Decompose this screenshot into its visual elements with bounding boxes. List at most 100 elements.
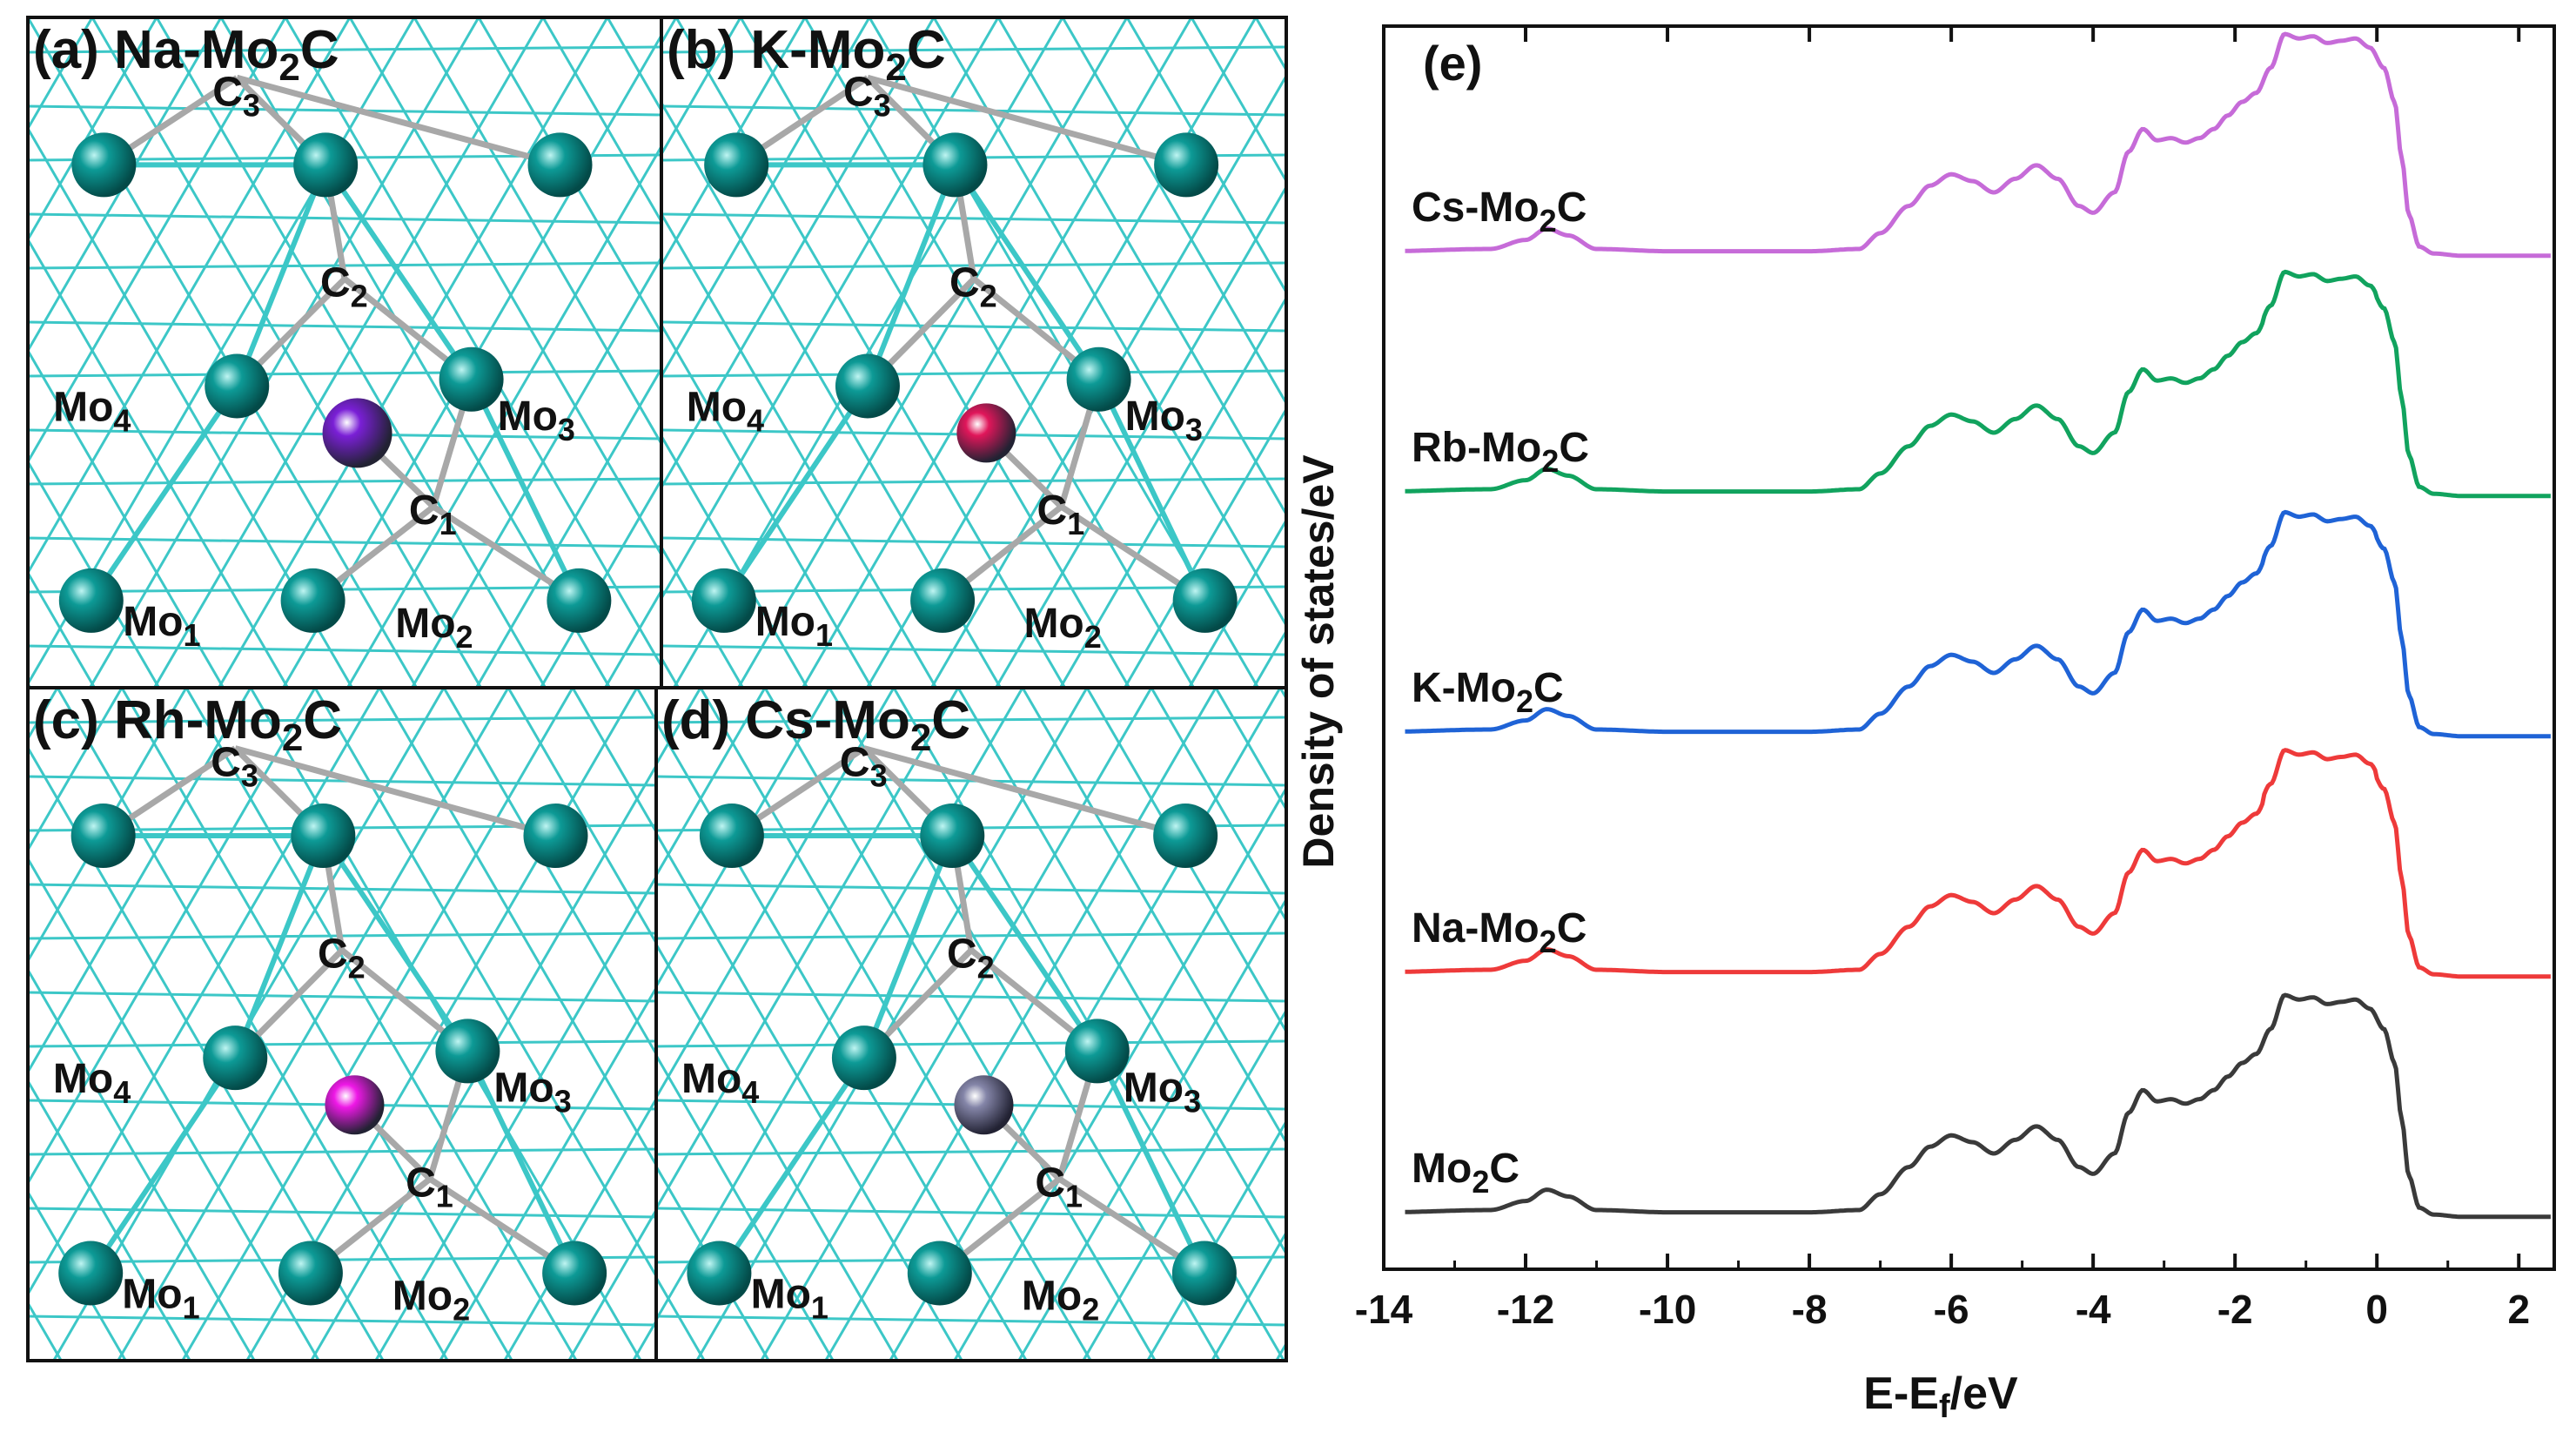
dopant-atom xyxy=(322,398,392,468)
lattice-line xyxy=(28,856,320,1361)
lattice-line xyxy=(28,212,661,225)
lattice-line xyxy=(661,45,1286,54)
carbon-bond xyxy=(234,745,557,839)
lattice-line xyxy=(1017,897,1286,1361)
lattice-line xyxy=(656,830,963,1361)
atom-label-index: 2 xyxy=(1082,1292,1099,1328)
x-tick-label: 0 xyxy=(2365,1287,2388,1332)
atom-label-mo3: Mo3 xyxy=(1124,1065,1201,1119)
mo-bond xyxy=(1095,1050,1207,1274)
lattice-line xyxy=(1188,517,1286,688)
lattice-line xyxy=(760,688,1153,1361)
dos-series-label: Rb-Mo2C xyxy=(1412,425,1589,479)
atom-label-element: C xyxy=(212,69,243,115)
panel-title-main: (c) Rh-Mo xyxy=(33,690,282,750)
dopant-atom xyxy=(954,1075,1014,1135)
lattice-line xyxy=(374,874,656,1361)
lattice-line xyxy=(439,985,656,1361)
atom-label-element: C xyxy=(949,259,980,306)
chart-panel-label: (e) xyxy=(1423,36,1482,91)
lattice-line xyxy=(995,184,1286,688)
mo-atom xyxy=(922,132,988,198)
atom-label-element: Mo xyxy=(1022,1274,1082,1320)
lattice-line xyxy=(28,104,661,117)
lattice-line xyxy=(28,688,188,964)
lattice-line xyxy=(656,716,1286,724)
mo-atom xyxy=(523,804,588,869)
atom-label-element: Mo xyxy=(1023,601,1083,647)
atom-label-c2: C2 xyxy=(949,259,997,313)
y-axis-label: Density of states/eV xyxy=(1294,454,1343,869)
atom-label-element: C xyxy=(840,740,870,786)
dos-series-0 xyxy=(1405,992,2551,1220)
atom-label-mo1: Mo1 xyxy=(122,1272,199,1326)
dos-series-label: K-Mo2C xyxy=(1412,665,1564,719)
dos-series-4 xyxy=(1405,31,2551,259)
series-label-sub: 2 xyxy=(1540,203,1557,239)
panel-title-a: (a) Na-Mo2C xyxy=(33,20,339,89)
mo-bond xyxy=(865,164,958,387)
panel-title-c: (c) Rh-Mo2C xyxy=(33,690,342,759)
lattice-line xyxy=(28,45,661,54)
atom-label-mo3: Mo3 xyxy=(1125,393,1203,447)
mo-atom xyxy=(831,1025,896,1091)
atom-label-mo4: Mo4 xyxy=(53,385,131,439)
atom-label-element: C xyxy=(409,488,439,534)
series-label-suffix: C xyxy=(1559,425,1589,471)
lattice-line xyxy=(661,211,937,688)
atom-label-index: 4 xyxy=(113,1074,131,1110)
lattice-line xyxy=(28,1315,656,1327)
mo-atom xyxy=(439,346,504,412)
mo-atom xyxy=(58,568,124,633)
mo-atom xyxy=(1171,1241,1237,1306)
atom-label-c1: C1 xyxy=(1035,1160,1083,1214)
carbon-bond xyxy=(867,74,1188,168)
atom-label-element: C xyxy=(320,259,351,306)
atom-label-element: C xyxy=(406,1160,436,1206)
atom-label-element: Mo xyxy=(687,385,747,431)
mo-bond xyxy=(1096,378,1208,602)
dos-series-label: Mo2C xyxy=(1412,1146,1519,1200)
mo-bond xyxy=(949,834,1100,1053)
atom-label-element: Mo xyxy=(122,1272,182,1318)
panel-title-sub: 2 xyxy=(910,716,931,759)
atom-label-index: 2 xyxy=(348,949,366,985)
mo-bond xyxy=(721,384,870,602)
atom-label-index: 3 xyxy=(1184,1083,1201,1119)
dopant-atom xyxy=(956,403,1016,463)
mo-atom xyxy=(1153,804,1218,869)
dos-curves xyxy=(1405,31,2551,1220)
atom-label-index: 3 xyxy=(870,758,888,794)
mo-atom xyxy=(293,132,359,198)
mo-bond xyxy=(862,834,956,1059)
carbon-bond xyxy=(863,745,1187,839)
panel-title-main: (d) Cs-Mo xyxy=(661,690,910,750)
atom-label-element: C xyxy=(843,69,874,115)
atom-label-index: 1 xyxy=(183,1290,200,1326)
x-tick-label: -4 xyxy=(2076,1287,2111,1332)
lattice-line xyxy=(656,688,831,990)
mo-bond xyxy=(88,1056,238,1275)
series-label-main: Rb-Mo xyxy=(1412,425,1541,471)
mo-atom xyxy=(691,568,756,633)
atom-label-index: 1 xyxy=(184,617,201,653)
lattice-line xyxy=(661,320,1286,333)
carbon-bond xyxy=(236,74,561,168)
dos-series-label: Na-Mo2C xyxy=(1412,905,1587,959)
panel-title-suffix: C xyxy=(907,20,946,80)
atom-label-c2: C2 xyxy=(947,931,995,985)
atom-label-index: 2 xyxy=(1084,619,1102,655)
atom-label-c2: C2 xyxy=(320,259,368,313)
atom-label-c3: C3 xyxy=(840,740,888,794)
lattice-line xyxy=(656,688,960,1212)
x-tick-label: -2 xyxy=(2217,1287,2253,1332)
lattice-line xyxy=(28,369,661,378)
atom-label-element: C xyxy=(1037,488,1068,534)
atom-label-index: 2 xyxy=(456,619,473,655)
series-label-suffix: C xyxy=(1533,665,1564,711)
mo-atom xyxy=(203,1025,268,1091)
atom-label-mo1: Mo1 xyxy=(751,1272,828,1326)
